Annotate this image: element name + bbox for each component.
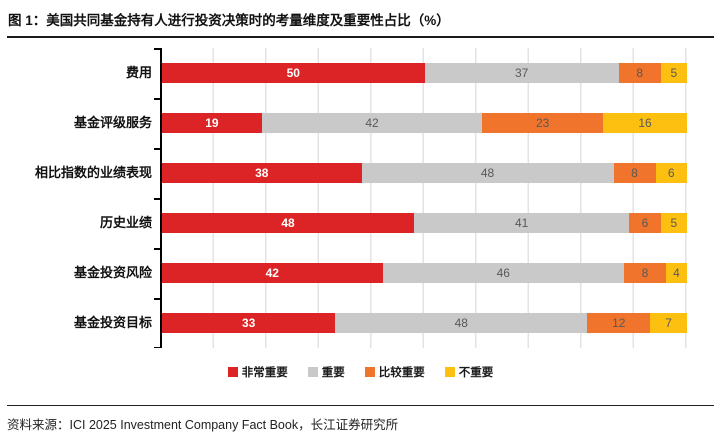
legend-item: 重要 xyxy=(307,364,345,380)
bar-segment: 7 xyxy=(650,313,687,333)
bar-segment: 4 xyxy=(666,263,687,283)
legend-label: 重要 xyxy=(321,367,345,379)
bar-segment: 41 xyxy=(414,213,630,233)
legend-label: 不重要 xyxy=(458,367,494,379)
chart-legend: 非常重要 重要 比较重要 不重要 xyxy=(0,364,721,380)
source-note: 资料来源：ICI 2025 Investment Company Fact Bo… xyxy=(7,418,399,432)
figure-title: 图 1：美国共同基金持有人进行投资决策时的考量维度及重要性占比（%） xyxy=(7,0,714,38)
bar-segment: 48 xyxy=(361,163,614,183)
stacked-bar: 19 42 23 16 xyxy=(162,113,687,133)
axis-tick xyxy=(154,48,160,50)
axis-tick xyxy=(154,346,160,348)
axis-tick xyxy=(154,148,160,150)
bar-segment: 5 xyxy=(660,63,687,83)
bar-segment: 16 xyxy=(603,113,687,133)
bar-segment: 33 xyxy=(162,313,336,333)
legend-item: 比较重要 xyxy=(364,364,425,380)
bar-segment: 5 xyxy=(660,213,687,233)
axis-tick xyxy=(154,298,160,300)
legend-swatch-icon xyxy=(444,367,455,377)
legend-label: 非常重要 xyxy=(241,367,288,379)
category-label: 相比指数的业绩表现 xyxy=(34,165,152,180)
bar-segment: 50 xyxy=(162,63,425,83)
chart-area: 费用 基金评级服务 相比指数的业绩表现 历史业绩 基金投资风险 基金投资目标 50 37 8 5… xyxy=(0,48,721,348)
bar-segment: 8 xyxy=(618,63,661,83)
stacked-bar: 50 37 8 5 xyxy=(162,63,687,83)
bar-segment: 42 xyxy=(261,113,483,133)
category-label: 历史业绩 xyxy=(99,215,152,230)
legend-swatch-icon xyxy=(364,367,375,377)
legend-swatch-icon xyxy=(307,367,318,377)
stacked-bar: 48 41 6 5 xyxy=(162,213,687,233)
category-label: 基金投资目标 xyxy=(73,315,152,330)
legend-item: 非常重要 xyxy=(227,364,288,380)
bar-segment: 42 xyxy=(162,263,383,283)
bar-segment: 37 xyxy=(424,63,619,83)
axis-tick xyxy=(154,198,160,200)
plot-area: 50 37 8 5 19 42 23 16 38 48 8 6 48 41 6 5 42 46 8 4 33 48 12 7 xyxy=(154,48,687,348)
footer-divider xyxy=(7,405,714,406)
category-label: 基金评级服务 xyxy=(73,115,152,130)
legend-label: 比较重要 xyxy=(378,367,425,379)
bar-segment: 12 xyxy=(587,313,651,333)
stacked-bar: 38 48 8 6 xyxy=(162,163,687,183)
legend-item: 不重要 xyxy=(444,364,494,380)
bar-segment: 8 xyxy=(624,263,666,283)
category-label: 费用 xyxy=(125,65,152,80)
bar-segment: 8 xyxy=(613,163,656,183)
stacked-bar: 42 46 8 4 xyxy=(162,263,687,283)
bar-segment: 6 xyxy=(629,213,661,233)
stacked-bar: 33 48 12 7 xyxy=(162,313,687,333)
bar-segment: 46 xyxy=(382,263,624,283)
y-axis-line xyxy=(160,48,162,348)
bar-segment: 6 xyxy=(655,163,687,183)
axis-tick xyxy=(154,248,160,250)
axis-tick xyxy=(154,98,160,100)
bar-segment: 19 xyxy=(162,113,262,133)
bar-segment: 48 xyxy=(335,313,588,333)
bar-segment: 38 xyxy=(162,163,362,183)
bar-segment: 23 xyxy=(482,113,603,133)
category-label: 基金投资风险 xyxy=(73,265,152,280)
legend-swatch-icon xyxy=(227,367,238,377)
bar-segment: 48 xyxy=(162,213,414,233)
category-axis: 费用基金评级服务相比指数的业绩表现历史业绩基金投资风险 基金投资目标 xyxy=(0,48,152,348)
